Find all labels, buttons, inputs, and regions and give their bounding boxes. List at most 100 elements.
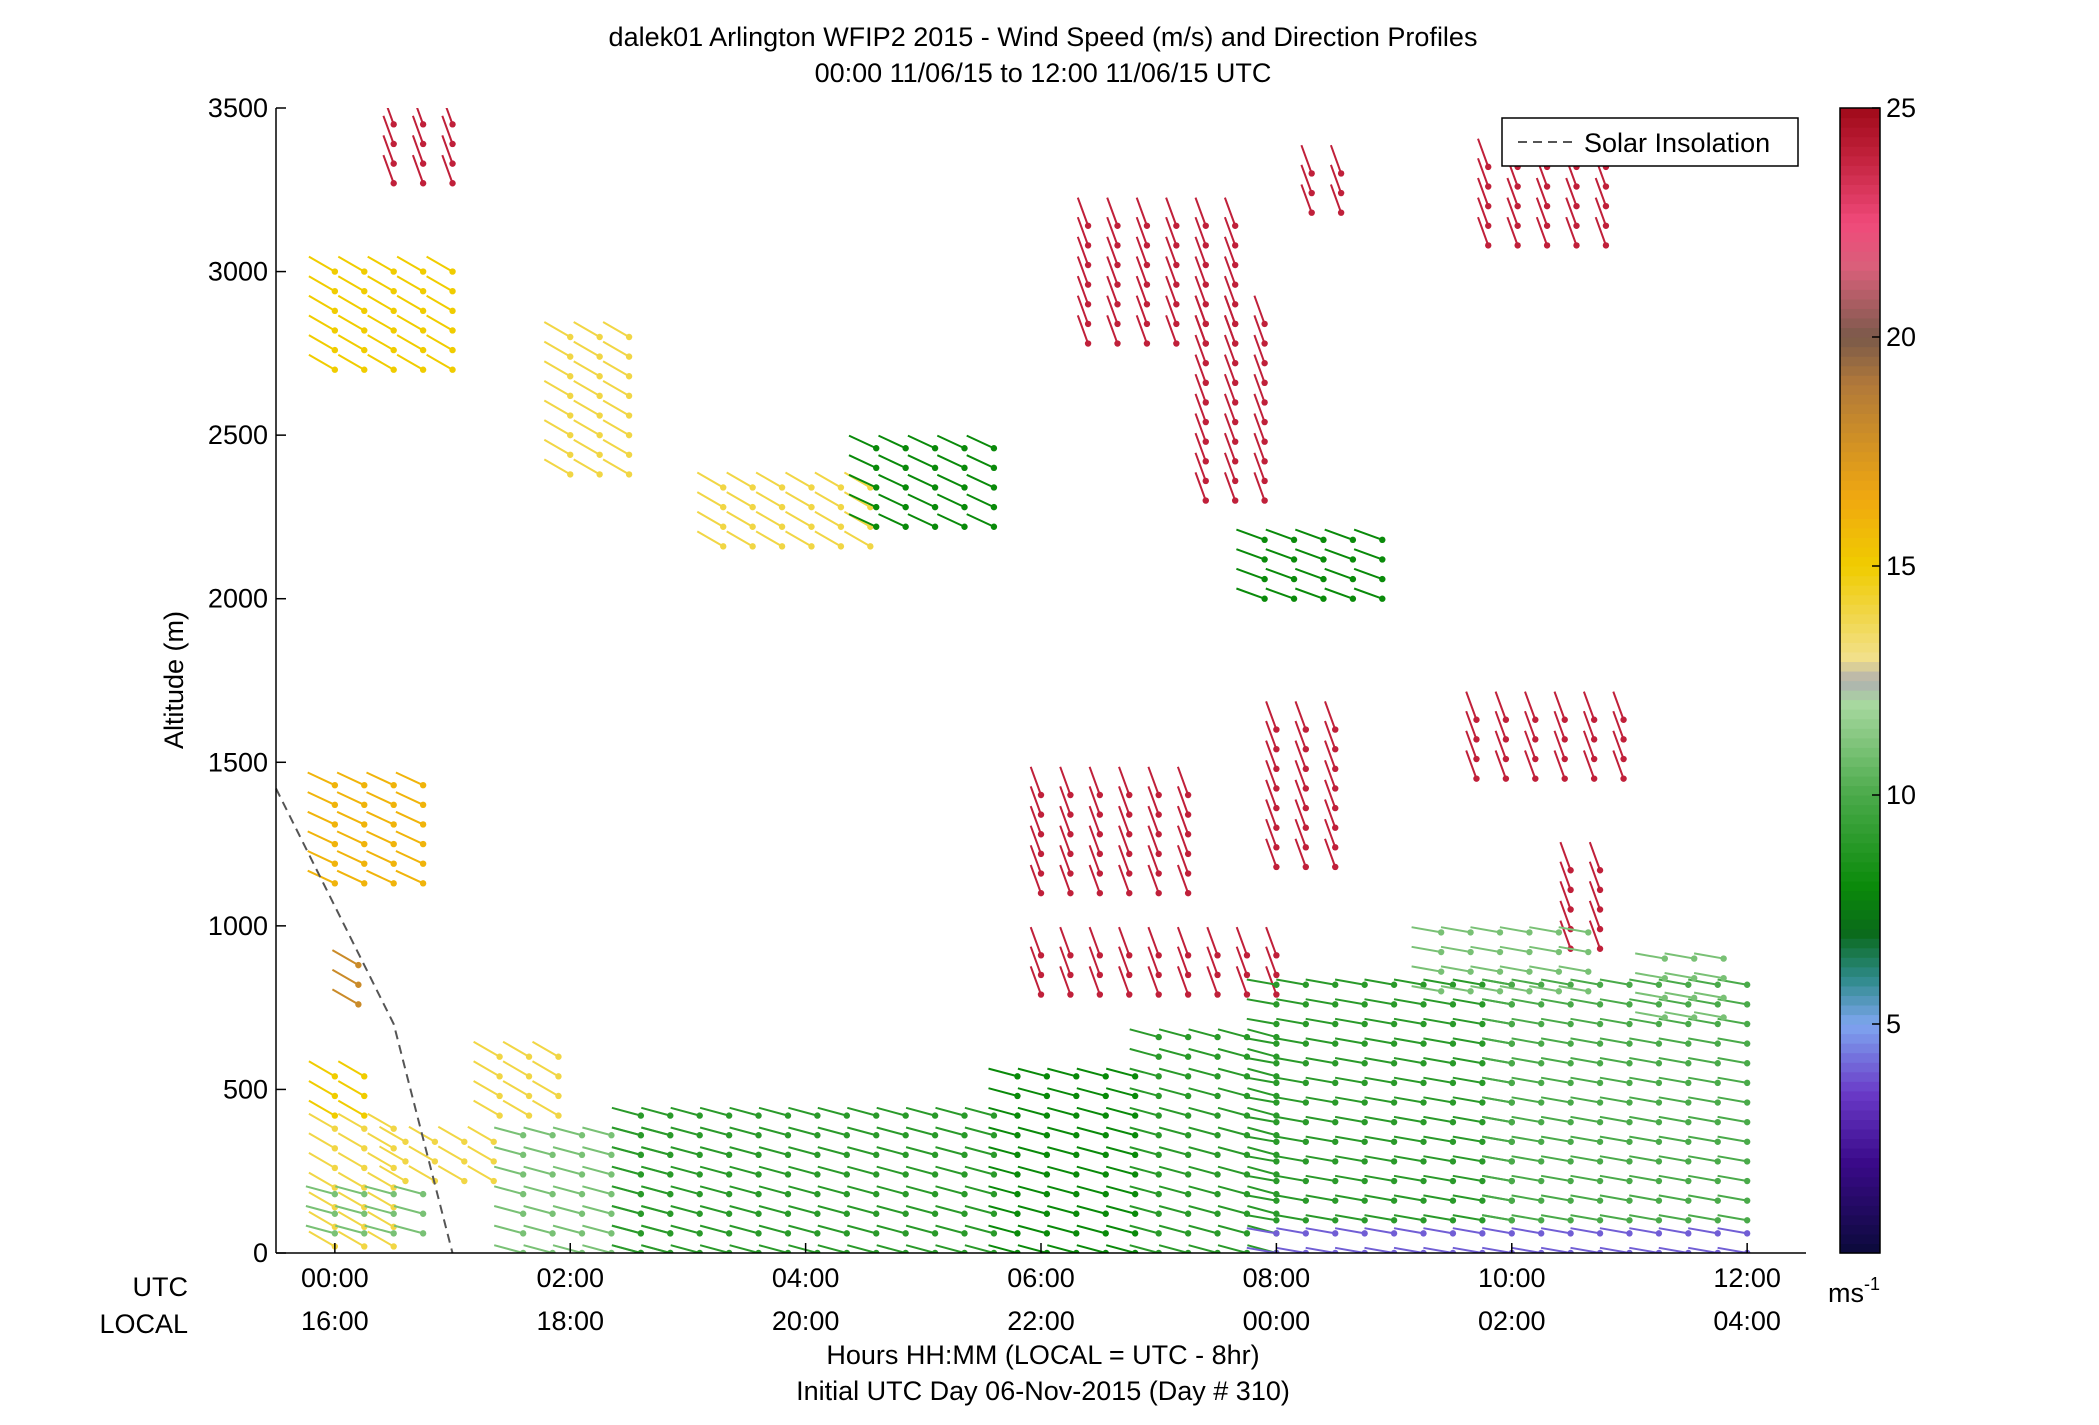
x-tick-label-utc: 00:00	[301, 1263, 369, 1293]
wind-barb-shaft	[1324, 740, 1337, 770]
wind-barb-shaft	[395, 869, 424, 885]
wind-barb-shaft	[1300, 164, 1313, 194]
wind-barb-shaft	[1334, 1057, 1365, 1065]
wind-barb-dot	[1743, 1099, 1751, 1106]
wind-barb-dot	[1173, 340, 1180, 347]
wind-barb-dot	[1084, 261, 1092, 269]
wind-barb-shaft	[1477, 138, 1490, 168]
wind-barb-dot	[1043, 1249, 1051, 1253]
wind-barb-dot	[1037, 971, 1045, 979]
wind-barb-dot	[1261, 359, 1268, 367]
wind-barb-shaft	[1305, 1037, 1336, 1045]
wind-barb-shaft	[1364, 1017, 1395, 1025]
wind-barb-dot	[1102, 1230, 1109, 1237]
wind-barb-shaft	[1223, 413, 1237, 443]
wind-barb-dot	[519, 1210, 527, 1217]
wind-barb-shaft	[1688, 1246, 1718, 1253]
wind-barb-dot	[749, 484, 756, 491]
wind-barb-shaft	[1135, 295, 1148, 325]
wind-barb-dot	[1743, 1118, 1751, 1126]
wind-barb-dot	[1543, 242, 1551, 249]
wind-barb-dot	[1155, 1190, 1162, 1198]
wind-barb-dot	[1449, 1230, 1457, 1237]
wind-barb-shaft	[1223, 472, 1237, 501]
colorbar-tick-label: 5	[1886, 1009, 1901, 1039]
wind-barb-dot	[390, 180, 397, 187]
colorbar-strip	[1840, 842, 1880, 853]
wind-barb-dot	[1290, 575, 1298, 583]
wind-barb-shaft	[611, 1205, 642, 1215]
wind-barb-shaft	[1305, 1174, 1336, 1183]
wind-barb-shaft	[784, 491, 813, 508]
wind-barb-dot	[1449, 1158, 1457, 1165]
wind-barb-shaft	[1717, 1037, 1748, 1045]
wind-barb-shaft	[1305, 1227, 1336, 1235]
colorbar-strip	[1840, 690, 1880, 701]
wind-barb-shaft	[543, 360, 571, 378]
wind-barb-shaft	[1482, 1135, 1512, 1143]
wind-barb-dot	[931, 503, 939, 511]
wind-barb-dot	[1126, 870, 1133, 877]
wind-barb-dot	[1337, 209, 1345, 216]
wind-barb-dot	[1390, 981, 1398, 988]
wind-barb-dot	[725, 1190, 733, 1198]
wind-barb-dot	[637, 1171, 645, 1178]
wind-barb-shaft	[1482, 1194, 1512, 1202]
wind-barb-dot	[1532, 775, 1539, 782]
wind-barb-dot	[1273, 765, 1280, 773]
wind-barb-dot	[625, 373, 633, 380]
wind-barb-shaft	[1393, 1115, 1424, 1124]
colorbar-strip	[1840, 193, 1880, 205]
wind-barb-shaft	[1393, 1017, 1424, 1025]
wind-barb-shaft	[1423, 1214, 1454, 1222]
wind-barb-shaft	[602, 438, 630, 456]
wind-barb-shaft	[1088, 864, 1101, 894]
wind-barb-dot	[696, 1249, 703, 1253]
colorbar-strip	[1840, 289, 1880, 300]
colorbar-strip	[1840, 518, 1880, 529]
wind-barb-dot	[549, 1230, 556, 1237]
wind-barb-shaft	[1334, 1227, 1365, 1235]
wind-barb-dot	[1202, 340, 1209, 347]
wind-barb-dot	[1561, 755, 1568, 763]
wind-barb-shaft	[1223, 236, 1237, 266]
wind-barb-shaft	[1194, 197, 1207, 227]
wind-barb-dot	[1508, 1217, 1515, 1224]
colorbar-strip	[1840, 1195, 1880, 1206]
wind-barb-dot	[990, 523, 998, 530]
wind-barb-dot	[1390, 1249, 1398, 1253]
wind-barb-shaft	[1276, 1076, 1306, 1084]
colorbar-strip	[1840, 661, 1880, 672]
wind-barb-dot	[990, 1112, 998, 1119]
wind-barb-shaft	[502, 1099, 530, 1117]
wind-barb-shaft	[1147, 825, 1160, 855]
wind-barb-shaft	[367, 294, 395, 312]
colorbar-strip	[1840, 585, 1880, 596]
wind-barb-dot	[902, 464, 909, 472]
wind-barb-shaft	[1334, 978, 1365, 986]
wind-barb-dot	[1043, 1230, 1051, 1237]
wind-barb-shaft	[1194, 373, 1207, 403]
wind-barb-shaft	[788, 1205, 818, 1215]
wind-barb-shaft	[905, 1165, 936, 1176]
wind-barb-dot	[525, 1073, 533, 1080]
wind-barb-shaft	[1465, 710, 1478, 740]
wind-barb-dot	[1126, 991, 1133, 998]
wind-barb-dot	[1096, 952, 1104, 959]
wind-barb-shaft	[670, 1185, 700, 1196]
wind-barb-shaft	[379, 1125, 406, 1143]
wind-barb-dot	[331, 801, 339, 809]
wind-barb-shaft	[1511, 1174, 1542, 1183]
x-row-label-local: LOCAL	[99, 1309, 188, 1339]
wind-barb-shaft	[308, 1191, 336, 1209]
wind-barb-shaft	[755, 510, 783, 528]
wind-barb-dot	[1508, 1099, 1515, 1106]
wind-barb-dot	[1743, 1230, 1751, 1237]
wind-barb-dot	[1555, 968, 1563, 975]
wind-barb-dot	[1449, 1001, 1457, 1008]
wind-barb-dot	[1302, 981, 1310, 988]
wind-barb-dot	[1332, 1099, 1339, 1106]
wind-barb-shaft	[426, 314, 454, 332]
wind-barb-shaft	[1324, 567, 1354, 581]
